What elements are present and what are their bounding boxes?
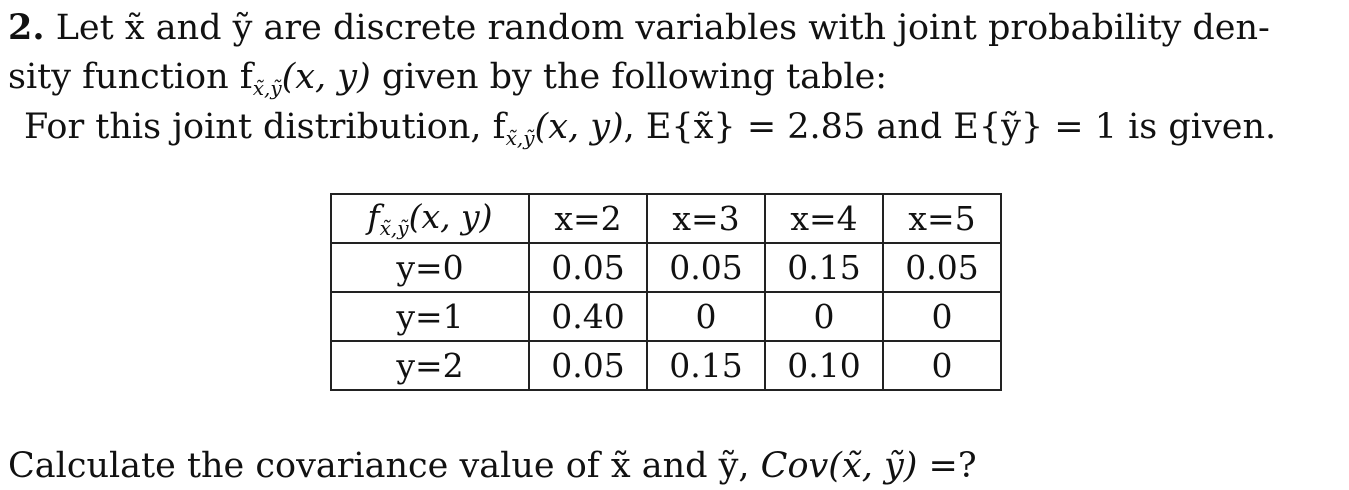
table-header-row: fx̃,ỹ(x, y) x=2 x=3 x=4 x=5 — [330, 193, 1002, 244]
table-cell: 0.40 — [528, 291, 648, 342]
covariance-expression: Cov(x̃, ỹ) — [760, 446, 918, 486]
expectation-values-text: , E{x̃} = 2.85 and E{ỹ} = 1 is given. — [623, 107, 1277, 147]
table-cell: 0.05 — [646, 242, 766, 293]
column-header: x=3 — [646, 193, 766, 244]
question-text: Calculate the covariance value of x̃ and… — [8, 446, 761, 486]
column-header: x=5 — [882, 193, 1002, 244]
table-cell: 0 — [646, 291, 766, 342]
row-label: y=1 — [330, 291, 530, 342]
table-cell: 0.15 — [764, 242, 884, 293]
joint-probability-table: fx̃,ỹ(x, y) x=2 x=3 x=4 x=5 y=0 0.05 0.0… — [330, 193, 1002, 391]
question-line: Calculate the covariance value of x̃ and… — [8, 446, 977, 486]
given-args: (x, y) — [534, 107, 624, 147]
density-subscript: x̃,ỹ — [252, 76, 282, 100]
row-label: y=2 — [330, 340, 530, 391]
table-cell: 0 — [882, 291, 1002, 342]
row-label: y=0 — [330, 242, 530, 293]
table-row: y=0 0.05 0.05 0.15 0.05 — [330, 242, 1002, 293]
table-cell: 0 — [882, 340, 1002, 391]
table-cell: 0.05 — [528, 242, 648, 293]
density-args: (x, y) — [281, 57, 371, 97]
question-tail: =? — [917, 446, 977, 486]
table-cell: 0.10 — [764, 340, 884, 391]
given-text: For this joint distribution, f — [24, 107, 506, 147]
column-header: x=4 — [764, 193, 884, 244]
table-reference-text: given by the following table: — [370, 57, 888, 97]
table-cell: 0.05 — [882, 242, 1002, 293]
problem-line-1: 2. Let x̃ and ỹ are discrete random vari… — [8, 7, 1270, 49]
given-subscript: x̃,ỹ — [505, 126, 535, 150]
density-label: sity function f — [8, 57, 253, 97]
problem-intro-text: Let x̃ and ỹ are discrete random variabl… — [55, 8, 1270, 48]
table-row: y=1 0.40 0 0 0 — [330, 291, 1002, 342]
table-corner-cell: fx̃,ỹ(x, y) — [330, 193, 530, 244]
column-header: x=2 — [528, 193, 648, 244]
problem-number: 2. — [8, 7, 45, 48]
problem-line-2: sity function fx̃,ỹ(x, y) given by the f… — [8, 57, 887, 108]
table-cell: 0.05 — [528, 340, 648, 391]
problem-line-3: For this joint distribution, fx̃,ỹ(x, y)… — [24, 107, 1276, 158]
table-cell: 0.15 — [646, 340, 766, 391]
table-cell: 0 — [764, 291, 884, 342]
table-row: y=2 0.05 0.15 0.10 0 — [330, 340, 1002, 391]
